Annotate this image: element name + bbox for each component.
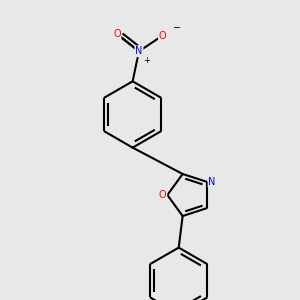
Text: O: O (113, 29, 121, 39)
Text: −: − (173, 22, 181, 33)
Text: O: O (159, 31, 167, 40)
Text: O: O (159, 190, 167, 200)
Text: +: + (143, 56, 150, 65)
Text: N: N (135, 46, 142, 56)
Text: N: N (208, 177, 216, 187)
